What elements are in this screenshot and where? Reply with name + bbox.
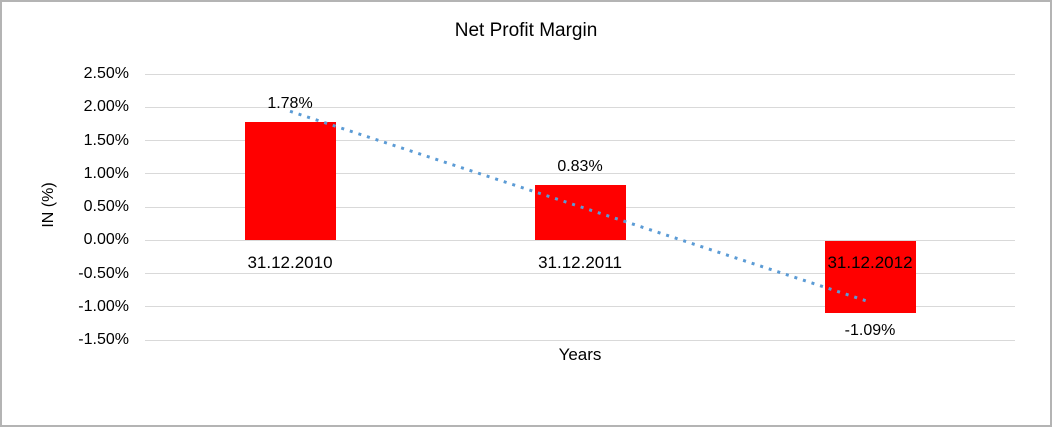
data-label: 1.78% <box>267 94 313 112</box>
gridline <box>145 73 1015 75</box>
chart-title: Net Profit Margin <box>454 20 598 41</box>
bar-31.12.2012 <box>824 241 916 313</box>
y-axis-tick-label: 0.50% <box>83 198 129 215</box>
gridline <box>145 173 1015 175</box>
gridline <box>145 306 1015 308</box>
x-axis-category-label: 31.12.2012 <box>827 253 913 273</box>
gridline <box>145 140 1015 141</box>
x-axis-category-label: 31.12.2011 <box>538 253 622 273</box>
y-axis-tick-label: 0.00% <box>83 231 129 249</box>
y-axis-tick-label: 1.00% <box>83 164 129 182</box>
y-axis-tick-label: -0.50% <box>78 264 129 282</box>
x-axis-title: Years <box>558 345 602 364</box>
x-axis-category-label: 31.12.2010 <box>247 253 333 273</box>
trendline-dotted-line <box>289 109 871 304</box>
y-axis-tick-label: 2.00% <box>83 98 129 116</box>
gridline <box>145 106 1015 108</box>
gridline <box>145 273 1015 274</box>
trendline <box>289 109 871 304</box>
y-axis-tick-label: 1.50% <box>83 131 129 149</box>
plot-area <box>145 73 1015 341</box>
y-axis-tick-label: 2.50% <box>83 65 129 82</box>
data-label: 0.83% <box>557 158 603 176</box>
data-label: -1.09% <box>844 321 896 339</box>
y-axis-tick-label: -1.00% <box>78 297 129 315</box>
bar-31.12.2010 <box>244 121 336 241</box>
y-axis-tick-label: -1.50% <box>78 331 129 348</box>
bar-31.12.2011 <box>534 185 626 241</box>
gridline <box>145 239 1015 241</box>
gridline <box>145 339 1015 341</box>
